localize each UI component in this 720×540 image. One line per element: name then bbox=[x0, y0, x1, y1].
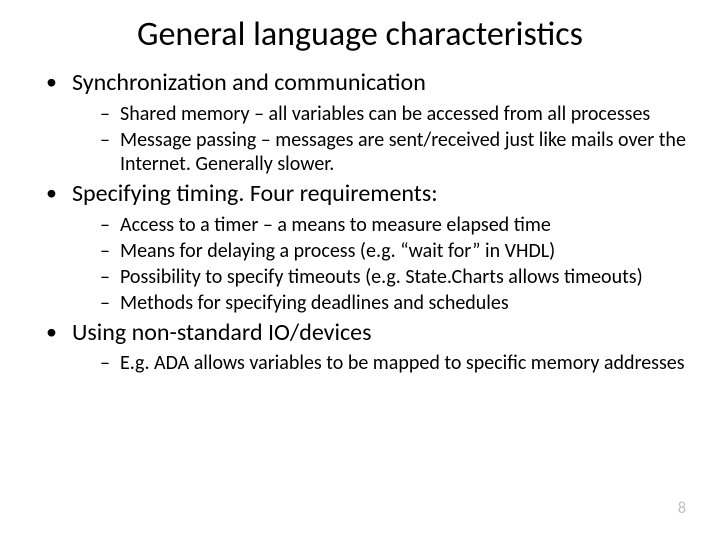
list-item: Methods for specifying deadlines and sch… bbox=[100, 291, 690, 315]
bullet-text: Using non-standard IO/devices bbox=[72, 318, 371, 347]
page-number: 8 bbox=[678, 499, 686, 518]
bullet-text: Specifying timing. Four requirements: bbox=[72, 179, 438, 208]
bullet-list-level1: Synchronization and communication Shared… bbox=[30, 69, 690, 375]
sub-bullet-text: Possibility to specify timeouts (e.g. St… bbox=[120, 265, 643, 289]
bullet-list-level2: E.g. ADA allows variables to be mapped t… bbox=[72, 351, 690, 375]
list-item: Means for delaying a process (e.g. “wait… bbox=[100, 239, 690, 263]
sub-bullet-text: Message passing – messages are sent/rece… bbox=[120, 128, 686, 176]
sub-bullet-text: Access to a timer – a means to measure e… bbox=[120, 213, 551, 237]
list-item: Access to a timer – a means to measure e… bbox=[100, 213, 690, 237]
bullet-text: Synchronization and communication bbox=[72, 68, 426, 97]
list-item: Possibility to specify timeouts (e.g. St… bbox=[100, 265, 690, 289]
list-item: Synchronization and communication Shared… bbox=[46, 69, 690, 176]
sub-bullet-text: E.g. ADA allows variables to be mapped t… bbox=[120, 351, 685, 375]
sub-bullet-text: Shared memory – all variables can be acc… bbox=[120, 102, 650, 126]
slide-title: General language characteristics bbox=[60, 14, 660, 55]
list-item: Specifying timing. Four requirements: Ac… bbox=[46, 180, 690, 315]
list-item: E.g. ADA allows variables to be mapped t… bbox=[100, 351, 690, 375]
bullet-list-level2: Shared memory – all variables can be acc… bbox=[72, 102, 690, 176]
list-item: Using non-standard IO/devices E.g. ADA a… bbox=[46, 319, 690, 376]
sub-bullet-text: Means for delaying a process (e.g. “wait… bbox=[120, 239, 555, 263]
list-item: Shared memory – all variables can be acc… bbox=[100, 102, 690, 126]
sub-bullet-text: Methods for specifying deadlines and sch… bbox=[120, 291, 509, 315]
bullet-list-level2: Access to a timer – a means to measure e… bbox=[72, 213, 690, 315]
list-item: Message passing – messages are sent/rece… bbox=[100, 128, 690, 176]
